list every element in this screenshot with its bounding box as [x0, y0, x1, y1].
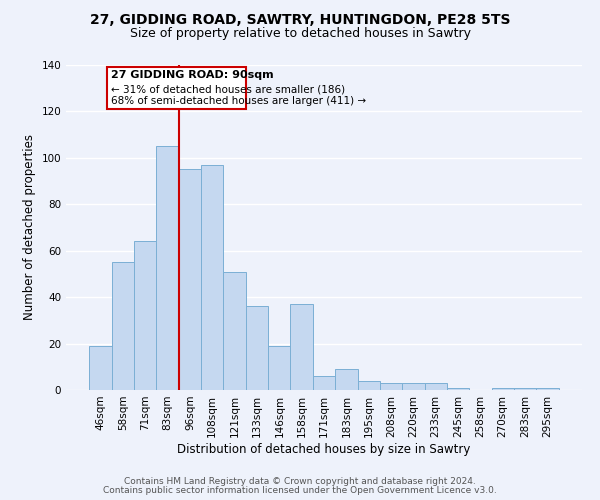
Bar [402, 383, 425, 390]
Bar [491, 388, 514, 390]
Bar [313, 376, 335, 390]
Bar [335, 369, 358, 390]
Bar [268, 346, 290, 390]
Bar [536, 388, 559, 390]
Bar [179, 170, 201, 390]
FancyBboxPatch shape [107, 68, 246, 109]
Bar [447, 388, 469, 390]
Bar [223, 272, 246, 390]
Bar [157, 146, 179, 390]
Text: 68% of semi-detached houses are larger (411) →: 68% of semi-detached houses are larger (… [110, 96, 366, 106]
Bar [201, 165, 223, 390]
Text: ← 31% of detached houses are smaller (186): ← 31% of detached houses are smaller (18… [110, 84, 345, 94]
Bar [246, 306, 268, 390]
X-axis label: Distribution of detached houses by size in Sawtry: Distribution of detached houses by size … [178, 442, 470, 456]
Bar [514, 388, 536, 390]
Bar [358, 380, 380, 390]
Text: Contains public sector information licensed under the Open Government Licence v3: Contains public sector information licen… [103, 486, 497, 495]
Text: Contains HM Land Registry data © Crown copyright and database right 2024.: Contains HM Land Registry data © Crown c… [124, 477, 476, 486]
Text: 27, GIDDING ROAD, SAWTRY, HUNTINGDON, PE28 5TS: 27, GIDDING ROAD, SAWTRY, HUNTINGDON, PE… [90, 12, 510, 26]
Bar [89, 346, 112, 390]
Bar [380, 383, 402, 390]
Y-axis label: Number of detached properties: Number of detached properties [23, 134, 36, 320]
Bar [290, 304, 313, 390]
Bar [425, 383, 447, 390]
Text: 27 GIDDING ROAD: 90sqm: 27 GIDDING ROAD: 90sqm [110, 70, 274, 80]
Bar [134, 242, 157, 390]
Bar [112, 262, 134, 390]
Text: Size of property relative to detached houses in Sawtry: Size of property relative to detached ho… [130, 28, 470, 40]
